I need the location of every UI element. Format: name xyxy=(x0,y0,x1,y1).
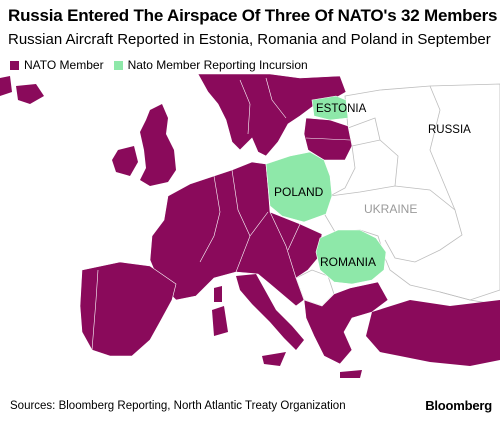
scandinavia xyxy=(197,74,347,157)
map-label-ukraine: UKRAINE xyxy=(364,202,417,216)
legend-label-incursion: Nato Member Reporting Incursion xyxy=(127,58,308,72)
legend-item-incursion: Nato Member Reporting Incursion xyxy=(113,58,308,72)
bloomberg-logo: Bloomberg xyxy=(425,398,492,413)
europe-map: ESTONIA RUSSIA POLAND UKRAINE ROMANIA xyxy=(0,74,500,378)
chart-title: Russia Entered The Airspace Of Three Of … xyxy=(8,6,498,25)
ireland xyxy=(112,146,138,176)
latvia-lithuania-border xyxy=(305,137,351,141)
map-label-russia: RUSSIA xyxy=(428,124,471,136)
corsica xyxy=(214,286,222,302)
romania xyxy=(315,229,387,285)
legend: NATO Member Nato Member Reporting Incurs… xyxy=(10,58,318,72)
legend-label-nato: NATO Member xyxy=(24,58,104,72)
estonia xyxy=(311,95,349,121)
poland xyxy=(265,151,333,223)
turkey xyxy=(366,300,500,366)
greenland-edge xyxy=(0,76,12,96)
chart-subtitle: Russian Aircraft Reported in Estonia, Ro… xyxy=(8,31,491,48)
map-label-estonia: ESTONIA xyxy=(316,103,367,115)
country-borders-central xyxy=(199,169,301,279)
map-label-romania: ROMANIA xyxy=(320,255,376,269)
great-britain xyxy=(140,104,176,186)
map-label-poland: POLAND xyxy=(274,185,324,199)
finland-sweden-border xyxy=(239,77,287,135)
legend-swatch-nato xyxy=(10,60,19,70)
italy xyxy=(236,274,304,350)
sardinia xyxy=(212,306,228,336)
sicily xyxy=(262,352,286,366)
crete xyxy=(340,370,362,378)
iberian-peninsula xyxy=(79,261,177,357)
portugal-border xyxy=(91,269,99,351)
iceland xyxy=(16,84,44,104)
russia-north-border xyxy=(347,85,456,211)
belarus-border xyxy=(351,139,399,187)
ukraine-border xyxy=(329,185,463,263)
legend-swatch-incursion xyxy=(113,60,123,70)
source-note: Sources: Bloomberg Reporting, North Atla… xyxy=(10,400,346,412)
balkans-south xyxy=(303,281,389,365)
legend-item-nato: NATO Member xyxy=(10,58,104,72)
